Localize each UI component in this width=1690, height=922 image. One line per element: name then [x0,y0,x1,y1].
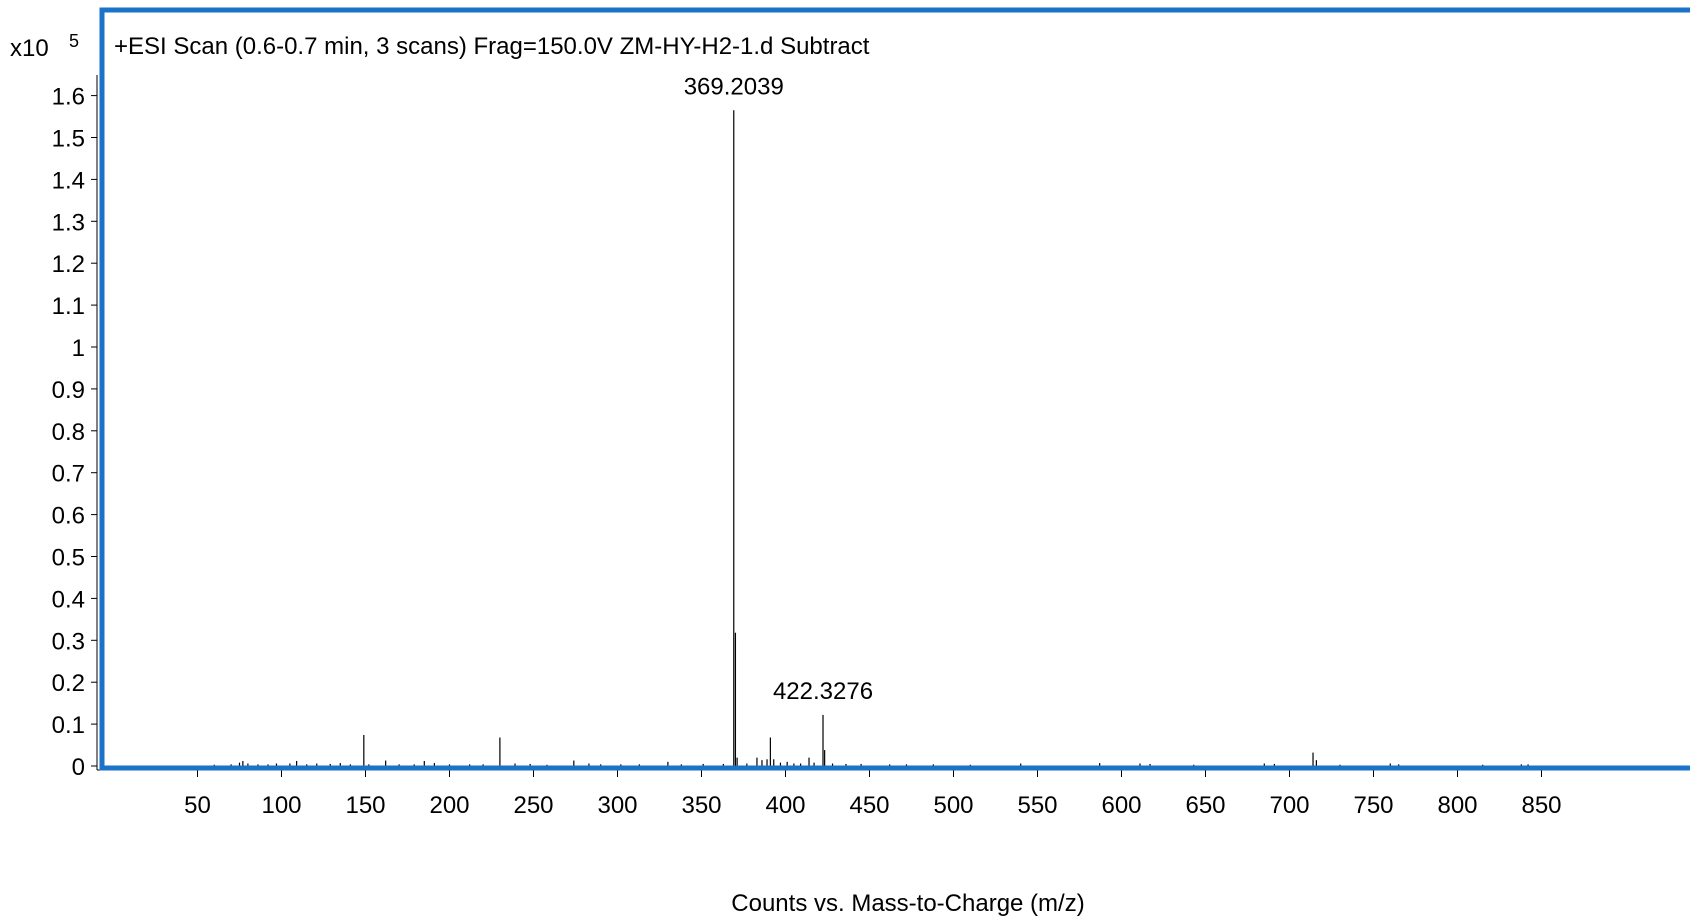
x-tick-label: 650 [1185,792,1225,819]
y-tick-label: 0.3 [52,628,85,655]
peak-label: 369.2039 [684,73,784,100]
x-tick-label: 850 [1521,792,1561,819]
x-tick-label: 700 [1269,792,1309,819]
y-tick-label: 1.2 [52,251,85,278]
x-tick-label: 800 [1437,792,1477,819]
spectrum-peaks [213,110,1529,766]
y-multiplier-exponent: 5 [69,31,79,51]
x-tick-label: 100 [261,792,301,819]
x-tick-label: 350 [681,792,721,819]
plot-frame[interactable] [99,7,1690,771]
x-tick-label: 300 [597,792,637,819]
x-tick-label: 400 [765,792,805,819]
y-tick-label: 0 [72,754,85,781]
x-axis-ticks: 50 100 150 200 250 300 350 400 450 500 550 600 650 70… [184,770,1562,819]
peak-annotations: 369.2039 422.3276 [684,73,873,705]
y-tick-label: 0.8 [52,419,85,446]
y-multiplier-base: x10 [10,35,49,62]
y-tick-label: 1.6 [52,84,85,111]
y-tick-label: 0.9 [52,377,85,404]
y-tick-label: 1.1 [52,293,85,320]
y-tick-label: 1 [72,335,85,362]
peak-label: 422.3276 [773,678,873,705]
y-tick-label: 0.2 [52,670,85,697]
x-tick-label: 250 [513,792,553,819]
y-tick-label: 0.5 [52,545,85,572]
chart-title: +ESI Scan (0.6-0.7 min, 3 scans) Frag=15… [114,33,870,60]
x-tick-label: 600 [1101,792,1141,819]
y-tick-label: 0.7 [52,461,85,488]
y-tick-label: 0.6 [52,503,85,530]
y-tick-label: 0.4 [52,586,85,613]
x-tick-label: 500 [933,792,973,819]
x-tick-label: 200 [429,792,469,819]
x-tick-label: 750 [1353,792,1393,819]
y-tick-label: 1.3 [52,209,85,236]
x-tick-label: 150 [345,792,385,819]
x-tick-label: 550 [1017,792,1057,819]
x-axis-label: Counts vs. Mass-to-Charge (m/z) [731,890,1084,917]
x-tick-label: 50 [184,792,211,819]
y-tick-label: 1.4 [52,167,85,194]
y-tick-label: 1.5 [52,126,85,153]
y-tick-label: 0.1 [52,712,85,739]
y-axis-ticks: 0 0.1 0.2 0.3 0.4 0.5 0.6 0.7 0.8 0.9 1 1.1 1.2 1.3 1.… [52,84,97,781]
x-tick-label: 450 [849,792,889,819]
